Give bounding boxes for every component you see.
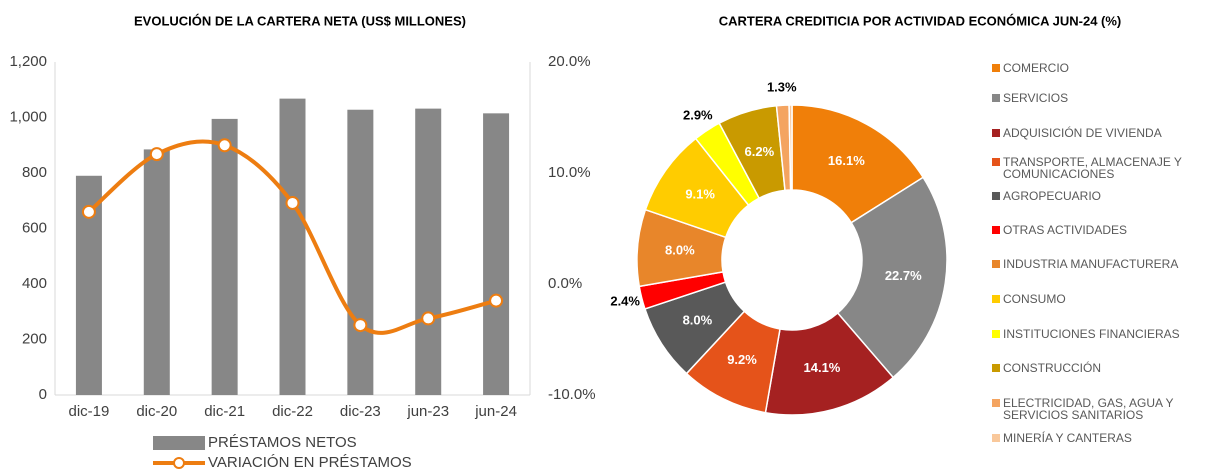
legend-swatch [153, 436, 205, 450]
legend-item: TRANSPORTE, ALMACENAJE Y COMUNICACIONES [992, 156, 1207, 180]
legend-swatch [992, 129, 1000, 137]
line-marker [149, 147, 164, 162]
legend-label: SERVICIOS [1003, 91, 1069, 105]
legend-swatch [992, 364, 1000, 372]
bar [415, 108, 442, 396]
y-tick-label: 400 [22, 275, 47, 292]
legend-swatch [992, 192, 1000, 200]
x-tick-label: dic-19 [68, 403, 109, 420]
line-marker [353, 318, 368, 333]
y-tick-label: 1,200 [9, 53, 47, 70]
chart-title: CARTERA CREDITICIA POR ACTIVIDAD ECONÓMI… [719, 13, 1122, 28]
data-label: 2.4% [610, 293, 640, 308]
legend-label: MINERÍA Y CANTERAS [1003, 431, 1132, 445]
line-marker [81, 204, 96, 219]
legend-item: CONSTRUCCIÓN [992, 362, 1207, 374]
data-label: 16.1% [828, 153, 865, 168]
data-label: 6.2% [745, 144, 775, 159]
y-tick-label: 600 [22, 219, 47, 236]
line-marker [489, 293, 504, 308]
legend-swatch [992, 260, 1000, 268]
legend-item: ADQUISICIÓN DE VIVIENDA [992, 127, 1207, 139]
legend-swatch [992, 399, 1000, 407]
bar [143, 149, 170, 395]
legend-swatch [992, 94, 1000, 102]
legend-item: OTRAS ACTIVIDADES [992, 224, 1207, 236]
bar [279, 98, 306, 395]
line-marker [285, 195, 300, 210]
legend-label: OTRAS ACTIVIDADES [1003, 223, 1128, 237]
legend-label: CONSTRUCCIÓN [1003, 361, 1101, 375]
legend-label: VARIACIÓN EN PRÉSTAMOS [208, 454, 412, 470]
donut-slice [764, 311, 895, 416]
legend-label: INSTITUCIONES FINANCIERAS [1003, 327, 1180, 341]
legend-item: ELECTRICIDAD, GAS, AGUA Y SERVICIOS SANI… [992, 397, 1207, 421]
legend-item: CONSUMO [992, 293, 1207, 305]
y-tick-label: 1,000 [9, 108, 47, 125]
x-tick-label: jun-23 [406, 403, 449, 420]
x-tick-label: dic-21 [204, 403, 245, 420]
chart-title: EVOLUCIÓN DE LA CARTERA NETA (US$ MILLON… [134, 13, 466, 28]
bar [211, 118, 238, 395]
data-label: 2.9% [683, 108, 713, 123]
data-label: 8.0% [665, 242, 695, 257]
legend-swatch [992, 434, 1000, 442]
bar [347, 109, 374, 395]
bar [483, 113, 510, 396]
legend-label: AGROPECUARIO [1003, 189, 1102, 203]
legend-label: PRÉSTAMOS NETOS [208, 434, 357, 451]
y2-tick-label: 0.0% [548, 275, 582, 292]
y-tick-label: 0 [39, 386, 47, 403]
x-tick-label: dic-20 [136, 403, 177, 420]
legend-item: MINERÍA Y CANTERAS [992, 432, 1207, 444]
legend-label: ADQUISICIÓN DE VIVIENDA [1003, 126, 1162, 140]
data-label: 9.2% [727, 352, 757, 367]
donut-slice [788, 104, 793, 191]
y2-tick-label: 20.0% [548, 53, 591, 70]
legend-label: CONSUMO [1003, 292, 1066, 306]
data-label: 22.7% [885, 268, 922, 283]
x-tick-label: dic-23 [340, 403, 381, 420]
legend-swatch [992, 64, 1000, 72]
data-label: 9.1% [685, 186, 715, 201]
x-tick-label: jun-24 [474, 403, 517, 420]
y-tick-label: 200 [22, 330, 47, 347]
legend-item: COMERCIO [992, 62, 1207, 74]
legend-swatch [992, 226, 1000, 234]
legend-swatch [992, 330, 1000, 338]
legend-swatch [173, 457, 185, 469]
data-label: 14.1% [804, 360, 841, 375]
legend-label: INDUSTRIA MANUFACTURERA [1003, 257, 1179, 271]
legend-swatch [992, 295, 1000, 303]
line-marker [217, 138, 232, 153]
data-label: 1.3% [767, 80, 797, 95]
legend-item: INDUSTRIA MANUFACTURERA [992, 258, 1207, 270]
line-marker [421, 311, 436, 326]
data-label: 8.0% [683, 312, 713, 327]
legend-item: SERVICIOS [992, 92, 1207, 104]
y-tick-label: 800 [22, 164, 47, 181]
legend-label: TRANSPORTE, ALMACENAJE Y COMUNICACIONES [1003, 155, 1182, 181]
x-tick-label: dic-22 [272, 403, 313, 420]
legend-label: ELECTRICIDAD, GAS, AGUA Y SERVICIOS SANI… [1003, 396, 1174, 422]
y2-tick-label: -10.0% [548, 386, 596, 403]
legend-label: COMERCIO [1003, 61, 1069, 75]
legend-item: INSTITUCIONES FINANCIERAS [992, 328, 1207, 340]
legend-swatch [992, 158, 1000, 166]
donut-slice [791, 104, 925, 224]
y2-tick-label: 10.0% [548, 164, 591, 181]
legend-item: AGROPECUARIO [992, 190, 1207, 202]
donut-slice [836, 176, 948, 379]
